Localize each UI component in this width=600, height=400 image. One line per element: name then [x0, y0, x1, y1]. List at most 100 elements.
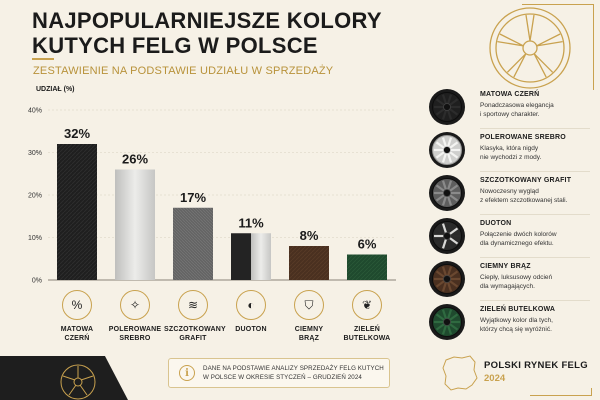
y-tick-label: 20% [28, 193, 42, 200]
title-line-1: NAJPOPULARNIEJSZE KOLORY [32, 8, 382, 33]
legend-item: ZIELEŃ BUTELKOWA Wyjątkowy kolor dla tych… [420, 303, 588, 341]
legend-title: SZCZOTKOWANY GRAFIT [480, 177, 572, 184]
brand-title: POLSKI RYNEK FELG [484, 360, 588, 371]
legend-divider [480, 128, 590, 129]
title-line-2: KUTYCH FELG W POLSCE [32, 33, 318, 58]
legend-title: DUOTON [480, 220, 512, 227]
sparkle-icon: ✧ [120, 290, 150, 320]
category-label-line-2: BUTELKOWA [343, 335, 391, 342]
category-label-line-2: BRĄZ [298, 335, 320, 342]
category-label-line-1: MATOWA [60, 326, 94, 333]
category-label: DUOTON [222, 325, 280, 334]
legend-description: Wyjątkowy kolor dla tych, którzy chcą się… [480, 316, 590, 334]
legend-item: CIEMNY BRĄZ Ciepły, luksusowy odcień dla w… [420, 260, 588, 298]
legend-description-line-2: nie wychodzi z mody. [480, 154, 542, 161]
bar-value-label: 32% [64, 126, 90, 141]
bar-value-label: 26% [122, 152, 148, 167]
legend-description: Ciepły, luksusowy odcień dla wymagających… [480, 273, 590, 291]
brush-texture-icon: ≋ [178, 290, 208, 320]
category-item: ✧ POLEROWANE SREBRO [106, 290, 164, 343]
legend-divider [480, 300, 590, 301]
bar-value-label: 8% [300, 228, 319, 243]
bar [115, 169, 155, 280]
category-label-line-2: CZERŃ [64, 335, 90, 342]
bar [231, 233, 271, 280]
legend-item: SZCZOTKOWANY GRAFIT Nowoczesny wygląd z ef… [420, 174, 588, 212]
category-label: ZIELEŃ BUTELKOWA [338, 325, 396, 343]
category-label-line-1: CIEMNY [294, 326, 324, 333]
legend-description-line-2: i sportowy charakter. [480, 111, 540, 118]
legend-title: CIEMNY BRĄZ [480, 263, 531, 270]
note-text: DANE NA PODSTAWIE ANALIZY SPRZEDAŻY FELG… [203, 364, 384, 382]
leaf-icon: ❦ [352, 290, 382, 320]
page-title: NAJPOPULARNIEJSZE KOLORY KUTYCH FELG W P… [32, 8, 382, 58]
legend-description: Nowoczesny wygląd z efektem szczotkowanej… [480, 187, 590, 205]
legend-description-line-1: Połączenie dwóch kolorów [480, 231, 557, 238]
footer-wheel-icon [60, 364, 96, 400]
shield-icon: ⛉ [294, 290, 324, 320]
legend-description-line-2: dla dynamicznego efektu. [480, 240, 554, 247]
category-label: POLEROWANE SREBRO [106, 325, 164, 343]
legend-title: POLEROWANE SREBRO [480, 134, 566, 141]
info-icon: i [179, 365, 195, 381]
legend-description: Klasyka, która nigdy nie wychodzi z mody. [480, 144, 590, 162]
legend-title: ZIELEŃ BUTELKOWA [480, 306, 556, 313]
legend-item: POLEROWANE SREBRO Klasyka, która nigdy nie… [420, 131, 588, 169]
bar [173, 207, 213, 280]
category-label: SZCZOTKOWANY GRAFIT [164, 325, 226, 343]
legend-title: MATOWA CZERŃ [480, 91, 540, 98]
y-tick-label: 10% [28, 235, 42, 242]
legend-description-line-1: Klasyka, która nigdy [480, 145, 539, 152]
legend-description: Ponadczasowa elegancja i sportowy charakt… [480, 101, 590, 119]
wheel-icon [429, 89, 465, 125]
category-label-line-2: SREBRO [119, 335, 151, 342]
bar-value-label: 6% [358, 237, 377, 252]
bar [347, 254, 387, 280]
category-label: CIEMNY BRĄZ [280, 325, 338, 343]
wheel-icon [429, 304, 465, 340]
brand-year: 2024 [484, 373, 506, 384]
legend-divider [480, 257, 590, 258]
legend-description-line-2: dla wymagających. [480, 283, 535, 290]
category-item: ⛉ CIEMNY BRĄZ [280, 290, 338, 343]
note-line-1: DANE NA PODSTAWIE ANALIZY SPRZEDAŻY FELG… [203, 365, 384, 372]
legend-item: MATOWA CZERŃ Ponadczasowa elegancja i spor… [420, 88, 588, 126]
wheel-icon [429, 218, 465, 254]
category-item: ◐ DUOTON [222, 290, 280, 334]
y-axis-label: UDZIAŁ (%) [36, 86, 75, 93]
category-label-line-1: ZIELEŃ [353, 326, 381, 333]
y-tick-label: 40% [28, 108, 42, 115]
brand-frame [530, 388, 592, 396]
corner-frame [522, 4, 594, 90]
note-line-2: W POLSCE W OKRESIE STYCZEŃ – GRUDZIEŃ 20… [203, 374, 362, 381]
legend-item: DUOTON Połączenie dwóch kolorów dla dynami… [420, 217, 588, 255]
legend-description-line-2: którzy chcą się wyróżnić. [480, 326, 552, 333]
category-item: % MATOWA CZERŃ [48, 290, 106, 343]
y-tick-label: 0% [32, 278, 42, 285]
legend-description-line-2: z efektem szczotkowanej stali. [480, 197, 568, 204]
data-source-note: i DANE NA PODSTAWIE ANALIZY SPRZEDAŻY FE… [168, 358, 390, 388]
category-label-line-1: SZCZOTKOWANY [164, 326, 226, 333]
category-label: MATOWA CZERŃ [48, 325, 106, 343]
category-item: ❦ ZIELEŃ BUTELKOWA [338, 290, 396, 343]
legend-description-line-1: Ciepły, luksusowy odcień [480, 274, 553, 281]
percent-icon: % [62, 290, 92, 320]
bar [289, 246, 329, 280]
wheel-rim-illustration [489, 7, 571, 89]
legend-description-line-1: Nowoczesny wygląd [480, 188, 539, 195]
category-item: ≋ SZCZOTKOWANY GRAFIT [164, 290, 226, 343]
legend-description-line-1: Wyjątkowy kolor dla tych, [480, 317, 553, 324]
page-subtitle: ZESTAWIENIE NA PODSTAWIE UDZIAŁU W SPRZE… [33, 65, 334, 77]
poland-map-icon [442, 355, 478, 391]
bar-segment-silver [251, 233, 271, 280]
legend-description-line-1: Ponadczasowa elegancja [480, 102, 554, 109]
bar-segment-dark [231, 233, 251, 280]
footer-dark-band [0, 356, 128, 400]
bar-chart: 0% 10% 20% 30% 40% 32% 26% 17% 11% 8% 6% [28, 108, 396, 285]
wheel-icon [429, 132, 465, 168]
legend-divider [480, 171, 590, 172]
category-label-line-1: POLEROWANE [108, 326, 162, 333]
title-accent-line [32, 58, 54, 60]
bar-value-label: 11% [238, 215, 264, 230]
wheel-icon [429, 261, 465, 297]
